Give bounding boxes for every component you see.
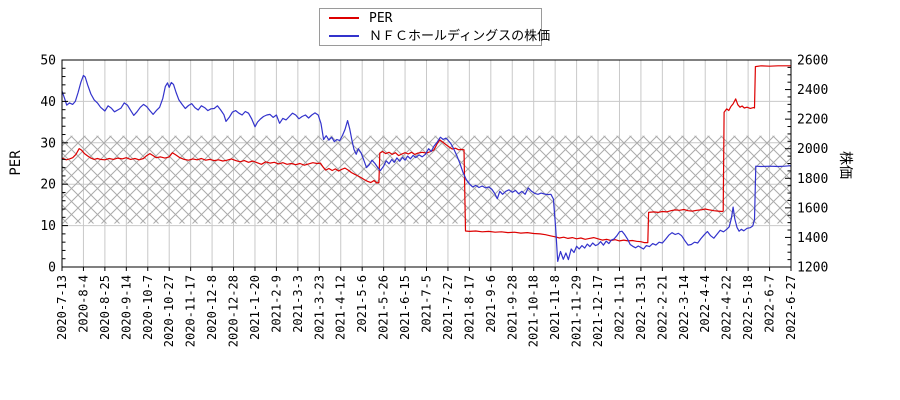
series-lines bbox=[61, 65, 792, 262]
right-axis-tick-label: 1600 bbox=[797, 201, 828, 216]
legend-label-per: PER bbox=[369, 10, 393, 26]
axis-labels: 0 10 20 30 40 50 1200 1400 1600 1800 2000 2200 2400 2… bbox=[40, 54, 828, 348]
right-axis-tick-label: 1800 bbox=[797, 172, 828, 187]
x-axis-tick-label: 2021-12-17 bbox=[591, 275, 605, 347]
right-axis-tick-label: 2600 bbox=[797, 54, 828, 69]
left-axis-tick-label: 40 bbox=[40, 95, 56, 110]
x-axis-tick-label: 2020-10-7 bbox=[141, 275, 155, 340]
x-axis-tick-label: 2021-9-6 bbox=[484, 275, 498, 333]
right-axis-tick-label: 1400 bbox=[797, 231, 828, 246]
x-axis-tick-label: 2020-10-27 bbox=[162, 275, 176, 347]
valuation-band bbox=[62, 135, 791, 224]
x-axis-tick-label: 2021-3-23 bbox=[312, 275, 326, 340]
stock-price-line bbox=[61, 74, 792, 262]
axis-ticks bbox=[61, 59, 792, 271]
x-axis-tick-label: 2021-3-3 bbox=[291, 275, 305, 333]
per-line bbox=[61, 65, 791, 244]
x-axis-tick-label: 2021-11-8 bbox=[548, 275, 562, 340]
x-axis-tick-label: 2021-11-29 bbox=[570, 275, 584, 347]
x-axis-tick-label: 2022-6-7 bbox=[763, 275, 777, 333]
left-axis-tick-label: 50 bbox=[40, 54, 56, 69]
x-axis-tick-label: 2021-5-6 bbox=[355, 275, 369, 333]
per-line-sample-icon bbox=[329, 17, 359, 19]
right-axis-tick-label: 2000 bbox=[797, 142, 828, 157]
right-axis-tick-label: 1200 bbox=[797, 261, 828, 276]
x-axis-tick-label: 2021-7-5 bbox=[420, 275, 434, 333]
crosshatch-band bbox=[62, 135, 791, 224]
x-axis-tick-label: 2022-4-4 bbox=[698, 275, 712, 333]
legend-label-stock-price: ＮＦＣホールディングスの株価 bbox=[369, 28, 551, 44]
x-axis-tick-label: 2021-1-20 bbox=[248, 275, 262, 340]
y-axis-title-left: PER bbox=[8, 150, 24, 176]
left-axis-tick-label: 0 bbox=[48, 261, 56, 276]
x-axis-tick-label: 2020-12-28 bbox=[227, 275, 241, 347]
legend: PER ＮＦＣホールディングスの株価 bbox=[319, 8, 550, 46]
stock-price-line-sample-icon bbox=[329, 35, 359, 37]
x-axis-tick-label: 2021-10-18 bbox=[527, 275, 541, 347]
left-axis-tick-label: 20 bbox=[40, 178, 56, 193]
legend-item-per: PER bbox=[329, 11, 541, 26]
x-axis-tick-label: 2022-4-22 bbox=[720, 275, 734, 340]
x-axis-tick-label: 2020-7-13 bbox=[55, 275, 69, 340]
x-axis-tick-label: 2021-9-28 bbox=[505, 275, 519, 340]
legend-item-stock-price: ＮＦＣホールディングスの株価 bbox=[329, 29, 550, 44]
x-axis-tick-label: 2020-9-14 bbox=[119, 275, 133, 340]
x-axis-tick-label: 2022-1-31 bbox=[634, 275, 648, 340]
x-axis-tick-label: 2021-2-9 bbox=[269, 275, 283, 333]
x-axis-tick-label: 2020-12-8 bbox=[205, 275, 219, 340]
x-axis-tick-label: 2022-6-27 bbox=[784, 275, 798, 340]
x-axis-tick-label: 2021-7-27 bbox=[441, 275, 455, 340]
x-axis-tick-label: 2020-8-4 bbox=[76, 275, 90, 333]
x-axis-tick-label: 2022-3-14 bbox=[677, 275, 691, 340]
right-axis-tick-label: 2400 bbox=[797, 83, 828, 98]
right-axis-tick-label: 2200 bbox=[797, 113, 828, 128]
y-axis-title-right: 株価 bbox=[837, 151, 853, 179]
x-axis-tick-label: 2021-6-15 bbox=[398, 275, 412, 340]
x-axis-tick-label: 2021-8-17 bbox=[462, 275, 476, 340]
left-axis-tick-label: 30 bbox=[40, 136, 56, 151]
x-axis-tick-label: 2022-1-11 bbox=[612, 275, 626, 340]
x-axis-tick-label: 2021-5-26 bbox=[377, 275, 391, 340]
left-axis-tick-label: 10 bbox=[40, 219, 56, 234]
x-axis-tick-label: 2022-5-18 bbox=[741, 275, 755, 340]
x-axis-tick-label: 2021-4-12 bbox=[334, 275, 348, 340]
x-axis-tick-label: 2020-11-17 bbox=[184, 275, 198, 347]
x-axis-tick-label: 2022-2-21 bbox=[655, 275, 669, 340]
x-axis-tick-label: 2020-8-25 bbox=[98, 275, 112, 340]
